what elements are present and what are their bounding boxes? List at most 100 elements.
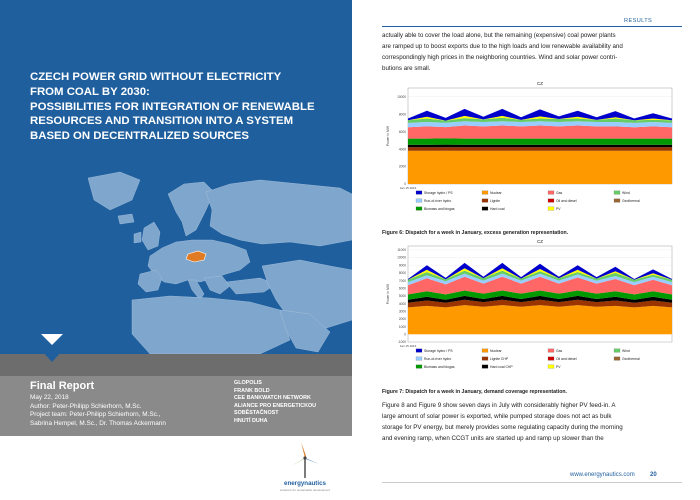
- legend-label: Gas: [556, 349, 563, 353]
- dispatch-chart-excess: CZ 0 2000 4000 6000 8000 10000 Power in MW Jan 1…: [386, 81, 673, 211]
- x-tick-label: Jan 15 2016: [400, 344, 417, 348]
- footer-link[interactable]: www.energynautics.com: [570, 472, 635, 478]
- report-author: Author: Peter-Philipp Schierhorn, M.Sc.: [30, 402, 142, 410]
- legend-label: Geothermal: [622, 357, 640, 361]
- y-tick-label: 0: [404, 333, 406, 337]
- cover-info-panel: [0, 376, 352, 436]
- body-paragraph: actually able to cover the load alone, b…: [382, 30, 680, 74]
- report-cover: CZECH POWER GRID WITHOUT ELECTRICITY FRO…: [0, 0, 352, 492]
- series-area: [408, 150, 672, 184]
- section-label: RESULTS: [624, 18, 653, 24]
- legend-label: Wind: [622, 349, 630, 353]
- y-tick-label: 4000: [399, 147, 406, 151]
- series-area: [408, 270, 672, 283]
- legend-swatch: [613, 198, 621, 203]
- legend-label: Hard coal CHP: [490, 365, 513, 369]
- legend-label: Wind: [622, 191, 630, 195]
- y-tick-label: 3000: [399, 309, 406, 313]
- legend-swatch: [481, 364, 489, 369]
- series-area: [408, 268, 672, 280]
- partner-name: GLOPOLIS: [234, 380, 262, 386]
- legend-label: PV: [556, 365, 561, 369]
- cover-title-line: POSSIBILITIES FOR INTEGRATION OF RENEWAB…: [30, 100, 315, 113]
- logo-text: energynautics: [284, 480, 326, 487]
- series-area: [408, 147, 672, 151]
- paragraph-line: and evening ramp, when CCGT units are st…: [382, 435, 604, 442]
- y-tick-label: 9000: [399, 263, 406, 267]
- legend-label: Biomass and biogas: [424, 365, 455, 369]
- legend-label: Nuclear: [490, 349, 503, 353]
- y-tick-label: -1000: [398, 340, 406, 344]
- y-tick-label: 11000: [397, 248, 406, 252]
- series-area: [408, 108, 672, 121]
- series-area: [408, 115, 672, 121]
- series-area: [408, 262, 672, 280]
- legend-swatch: [415, 348, 423, 353]
- legend-swatch: [415, 356, 423, 361]
- legend-swatch: [415, 198, 423, 203]
- report-title: Final Report: [30, 380, 95, 392]
- legend-swatch: [481, 190, 489, 195]
- y-tick-label: 6000: [399, 130, 406, 134]
- figure-caption: Figure 6: Dispatch for a week in January…: [382, 230, 569, 236]
- wind-turbine-icon: [291, 442, 319, 478]
- dispatch-chart-demand: CZ -1000 0 1000 2000 3000 4000 5000 6000 7000 8000…: [386, 239, 673, 369]
- cover-title: CZECH POWER GRID WITHOUT ELECTRICITY FRO…: [30, 70, 330, 144]
- partner-name: FRANK BOLD: [234, 387, 270, 394]
- legend-label: Run-of-river hydro: [424, 357, 451, 361]
- series-area: [408, 299, 672, 308]
- footer-divider: [382, 482, 682, 483]
- body-paragraph: Figure 8 and Figure 9 show seven days in…: [382, 400, 680, 444]
- legend-swatch: [481, 348, 489, 353]
- partner-list: GLOPOLIS FRANK BOLD CEE BANKWATCH NETWOR…: [234, 380, 316, 426]
- report-date: May 22, 2018: [30, 394, 69, 401]
- legend-label: Gas: [556, 191, 563, 195]
- paragraph-line: storage for PV energy, but merely provid…: [382, 424, 623, 431]
- legend-swatch: [613, 190, 621, 195]
- legend-swatch: [415, 364, 423, 369]
- legend-swatch: [547, 206, 555, 211]
- cover-title-line: BASED ON DECENTRALIZED SOURCES: [30, 130, 249, 143]
- report-team-line: Project team: Peter-Philipp Schierhorn, …: [30, 411, 161, 419]
- y-tick-label: 2000: [399, 165, 406, 169]
- y-tick-label: 10000: [397, 95, 406, 99]
- legend-label: Storage hydro / PS: [424, 191, 453, 195]
- legend-label: Oil and diesel: [556, 199, 577, 203]
- y-tick-label: 5000: [399, 294, 406, 298]
- legend-swatch: [415, 206, 423, 211]
- paragraph-line: actually able to cover the load alone, b…: [382, 32, 616, 39]
- figure-caption: Figure 7: Dispatch for a week in January…: [382, 389, 567, 395]
- y-tick-label: 6000: [399, 286, 406, 290]
- legend-swatch: [613, 348, 621, 353]
- series-area: [408, 138, 672, 145]
- y-tick-label: 8000: [399, 112, 406, 116]
- legend-swatch: [547, 198, 555, 203]
- series-area: [408, 121, 672, 128]
- legend-label: Geothermal: [622, 199, 640, 203]
- cover-title-line: FROM COAL BY 2030:: [30, 85, 150, 98]
- legend-label: Storage hydro / PS: [424, 349, 453, 353]
- legend-label: Run-of-river hydro: [424, 199, 451, 203]
- cover-title-line: RESOURCES AND TRANSITION INTO A SYSTEM: [30, 115, 294, 128]
- y-axis-label: Power in MW: [386, 125, 390, 146]
- x-tick-label: Jan 15 2016: [400, 186, 417, 190]
- chart-title: CZ: [537, 81, 543, 86]
- partner-name: SOBĚSTAČNOST: [234, 410, 279, 417]
- cover-band: [0, 354, 352, 376]
- y-tick-label: 7000: [399, 279, 406, 283]
- report-team-line: Sabrina Hempel, M.Sc., Dr. Thomas Ackerm…: [30, 419, 166, 427]
- legend-label: Lignite: [490, 199, 500, 203]
- report-meta: May 22, 2018 Author: Peter-Philipp Schie…: [30, 394, 166, 428]
- y-tick-label: 1000: [399, 325, 406, 329]
- chevron-down-icon: [41, 334, 63, 362]
- legend-swatch: [415, 190, 423, 195]
- y-axis-label: Power in MW: [386, 283, 390, 304]
- report-page: RESULTS actually able to cover the load …: [352, 0, 700, 500]
- legend-swatch: [481, 356, 489, 361]
- legend-label: Nuclear: [490, 191, 503, 195]
- legend-swatch: [547, 190, 555, 195]
- series-area: [408, 290, 672, 300]
- world-map-image: [87, 171, 352, 354]
- legend-swatch: [481, 198, 489, 203]
- series-area: [408, 295, 672, 303]
